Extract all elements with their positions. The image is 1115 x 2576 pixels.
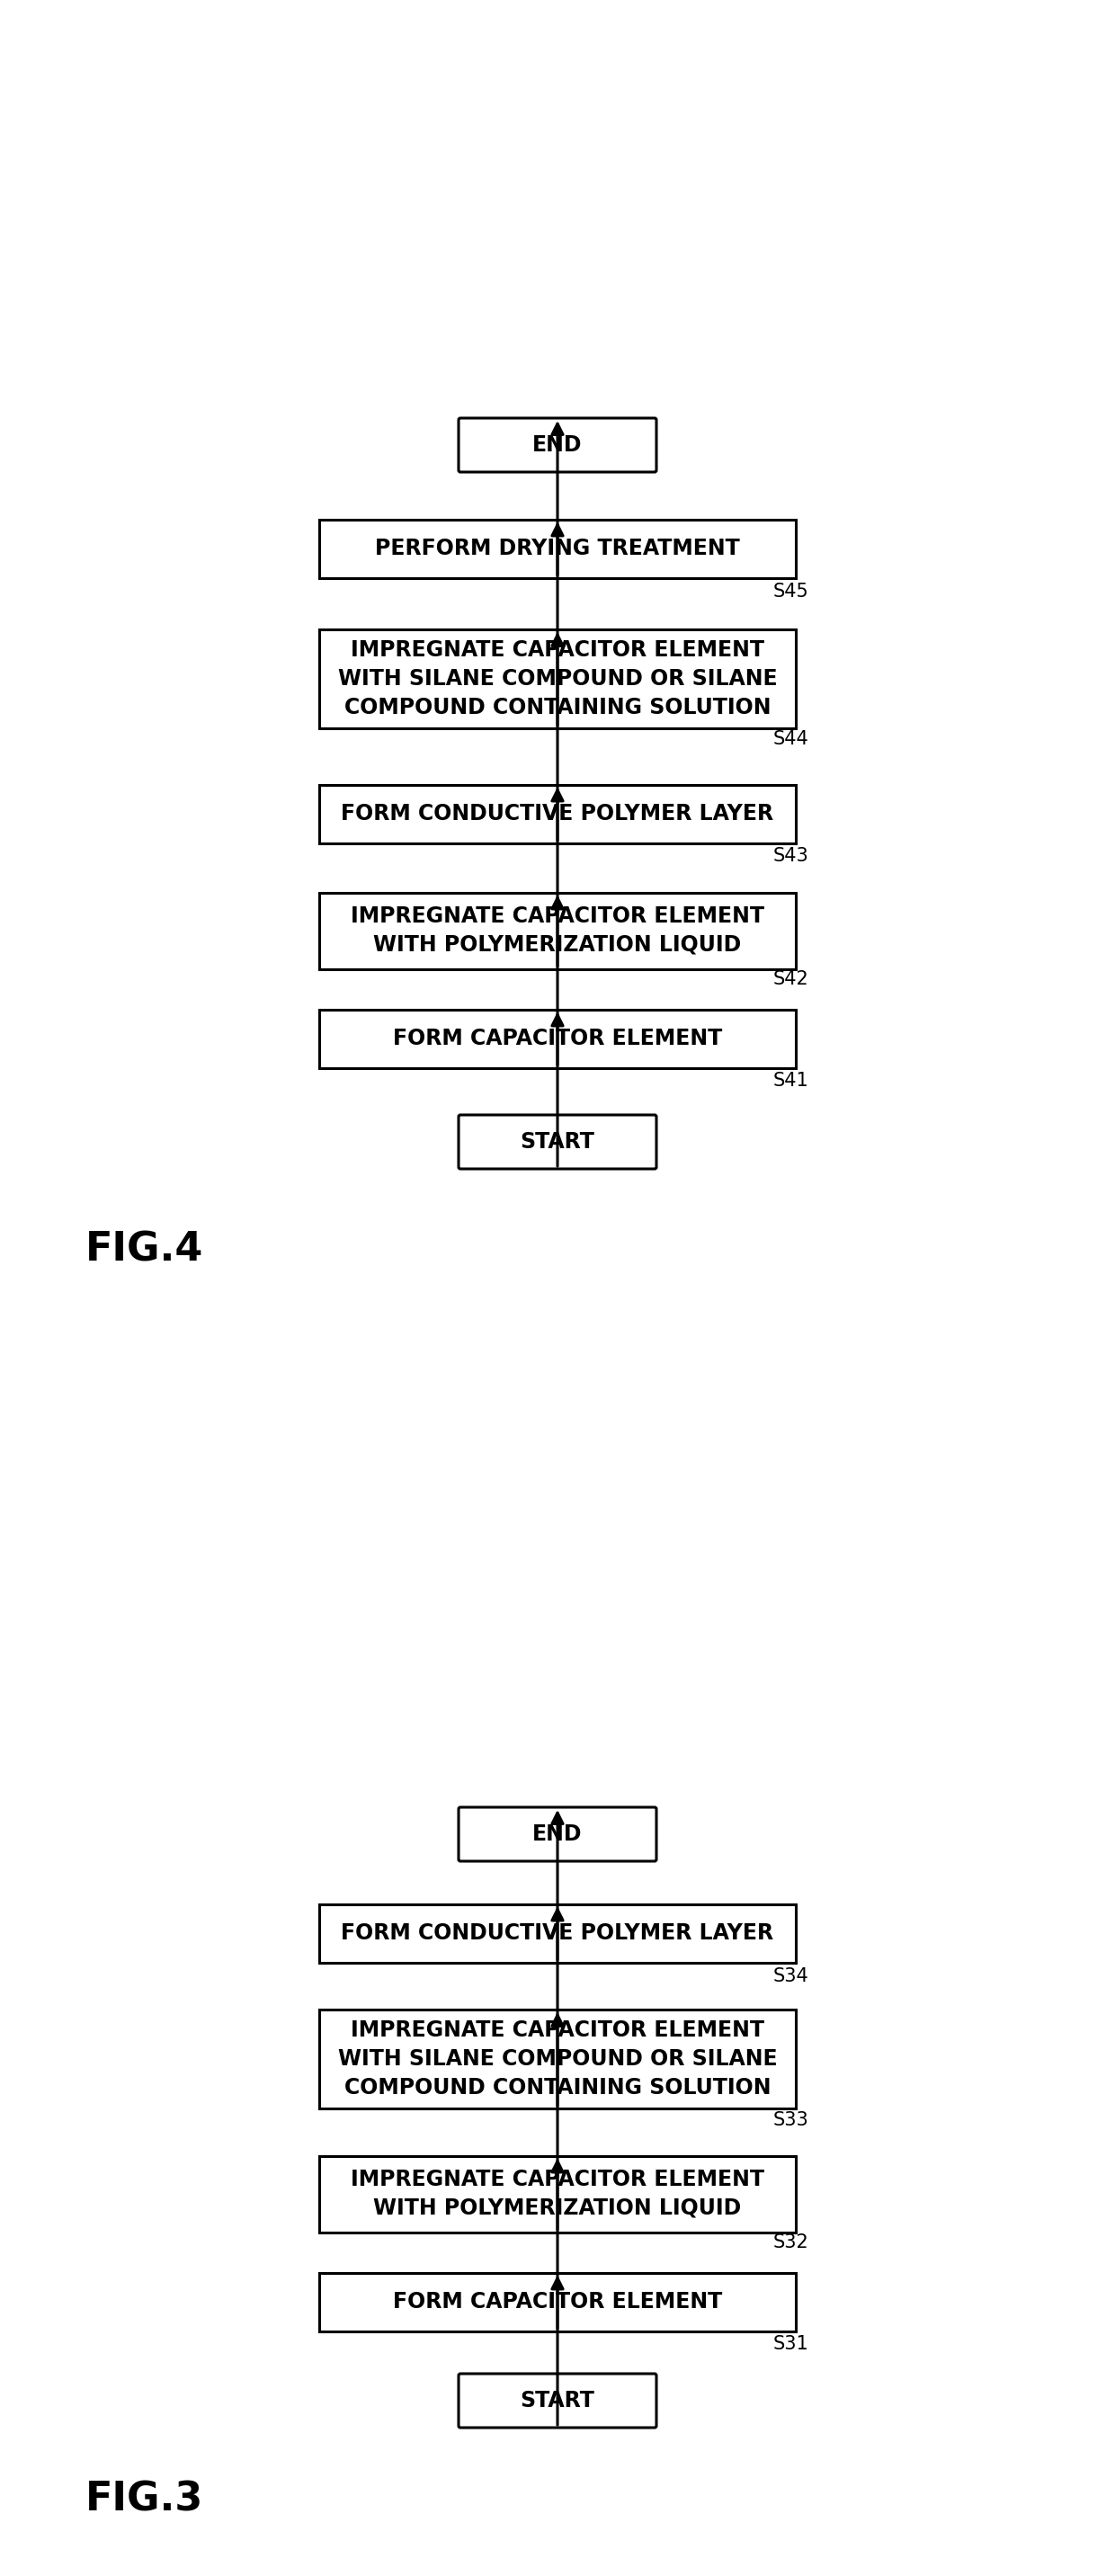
Bar — [319, 786, 796, 842]
Text: S34: S34 — [774, 1968, 809, 1986]
Bar — [319, 1904, 796, 1963]
Text: FORM CONDUCTIVE POLYMER LAYER: FORM CONDUCTIVE POLYMER LAYER — [341, 1922, 774, 1945]
FancyBboxPatch shape — [458, 2372, 657, 2427]
FancyBboxPatch shape — [458, 1115, 657, 1170]
Text: S44: S44 — [774, 729, 809, 747]
Text: START: START — [521, 1131, 594, 1151]
Text: S32: S32 — [774, 2233, 809, 2251]
Text: END: END — [533, 435, 582, 456]
Text: S45: S45 — [774, 582, 809, 600]
Text: S41: S41 — [774, 1072, 809, 1090]
Bar — [319, 629, 796, 729]
Bar — [319, 2156, 796, 2231]
FancyBboxPatch shape — [458, 417, 657, 471]
Text: FORM CAPACITOR ELEMENT: FORM CAPACITOR ELEMENT — [392, 1028, 723, 1048]
Text: FORM CAPACITOR ELEMENT: FORM CAPACITOR ELEMENT — [392, 2290, 723, 2313]
Text: S33: S33 — [774, 2112, 809, 2130]
Text: IMPREGNATE CAPACITOR ELEMENT
WITH SILANE COMPOUND OR SILANE
COMPOUND CONTAINING : IMPREGNATE CAPACITOR ELEMENT WITH SILANE… — [338, 639, 777, 719]
Text: END: END — [533, 1824, 582, 1844]
Text: IMPREGNATE CAPACITOR ELEMENT
WITH POLYMERIZATION LIQUID: IMPREGNATE CAPACITOR ELEMENT WITH POLYME… — [351, 907, 764, 956]
Bar — [319, 2009, 796, 2107]
Text: S42: S42 — [774, 971, 809, 989]
Bar — [319, 2272, 796, 2331]
Text: FIG.3: FIG.3 — [86, 2481, 203, 2519]
Text: S43: S43 — [774, 848, 809, 866]
Bar — [319, 520, 796, 577]
Text: IMPREGNATE CAPACITOR ELEMENT
WITH POLYMERIZATION LIQUID: IMPREGNATE CAPACITOR ELEMENT WITH POLYME… — [351, 2169, 764, 2218]
Text: FORM CONDUCTIVE POLYMER LAYER: FORM CONDUCTIVE POLYMER LAYER — [341, 804, 774, 824]
Bar — [319, 1010, 796, 1066]
Text: PERFORM DRYING TREATMENT: PERFORM DRYING TREATMENT — [375, 538, 740, 559]
FancyBboxPatch shape — [458, 1808, 657, 1862]
Text: IMPREGNATE CAPACITOR ELEMENT
WITH SILANE COMPOUND OR SILANE
COMPOUND CONTAINING : IMPREGNATE CAPACITOR ELEMENT WITH SILANE… — [338, 2020, 777, 2099]
Text: START: START — [521, 2391, 594, 2411]
Text: FIG.4: FIG.4 — [86, 1231, 204, 1270]
Text: S31: S31 — [774, 2334, 809, 2352]
Bar — [319, 891, 796, 969]
